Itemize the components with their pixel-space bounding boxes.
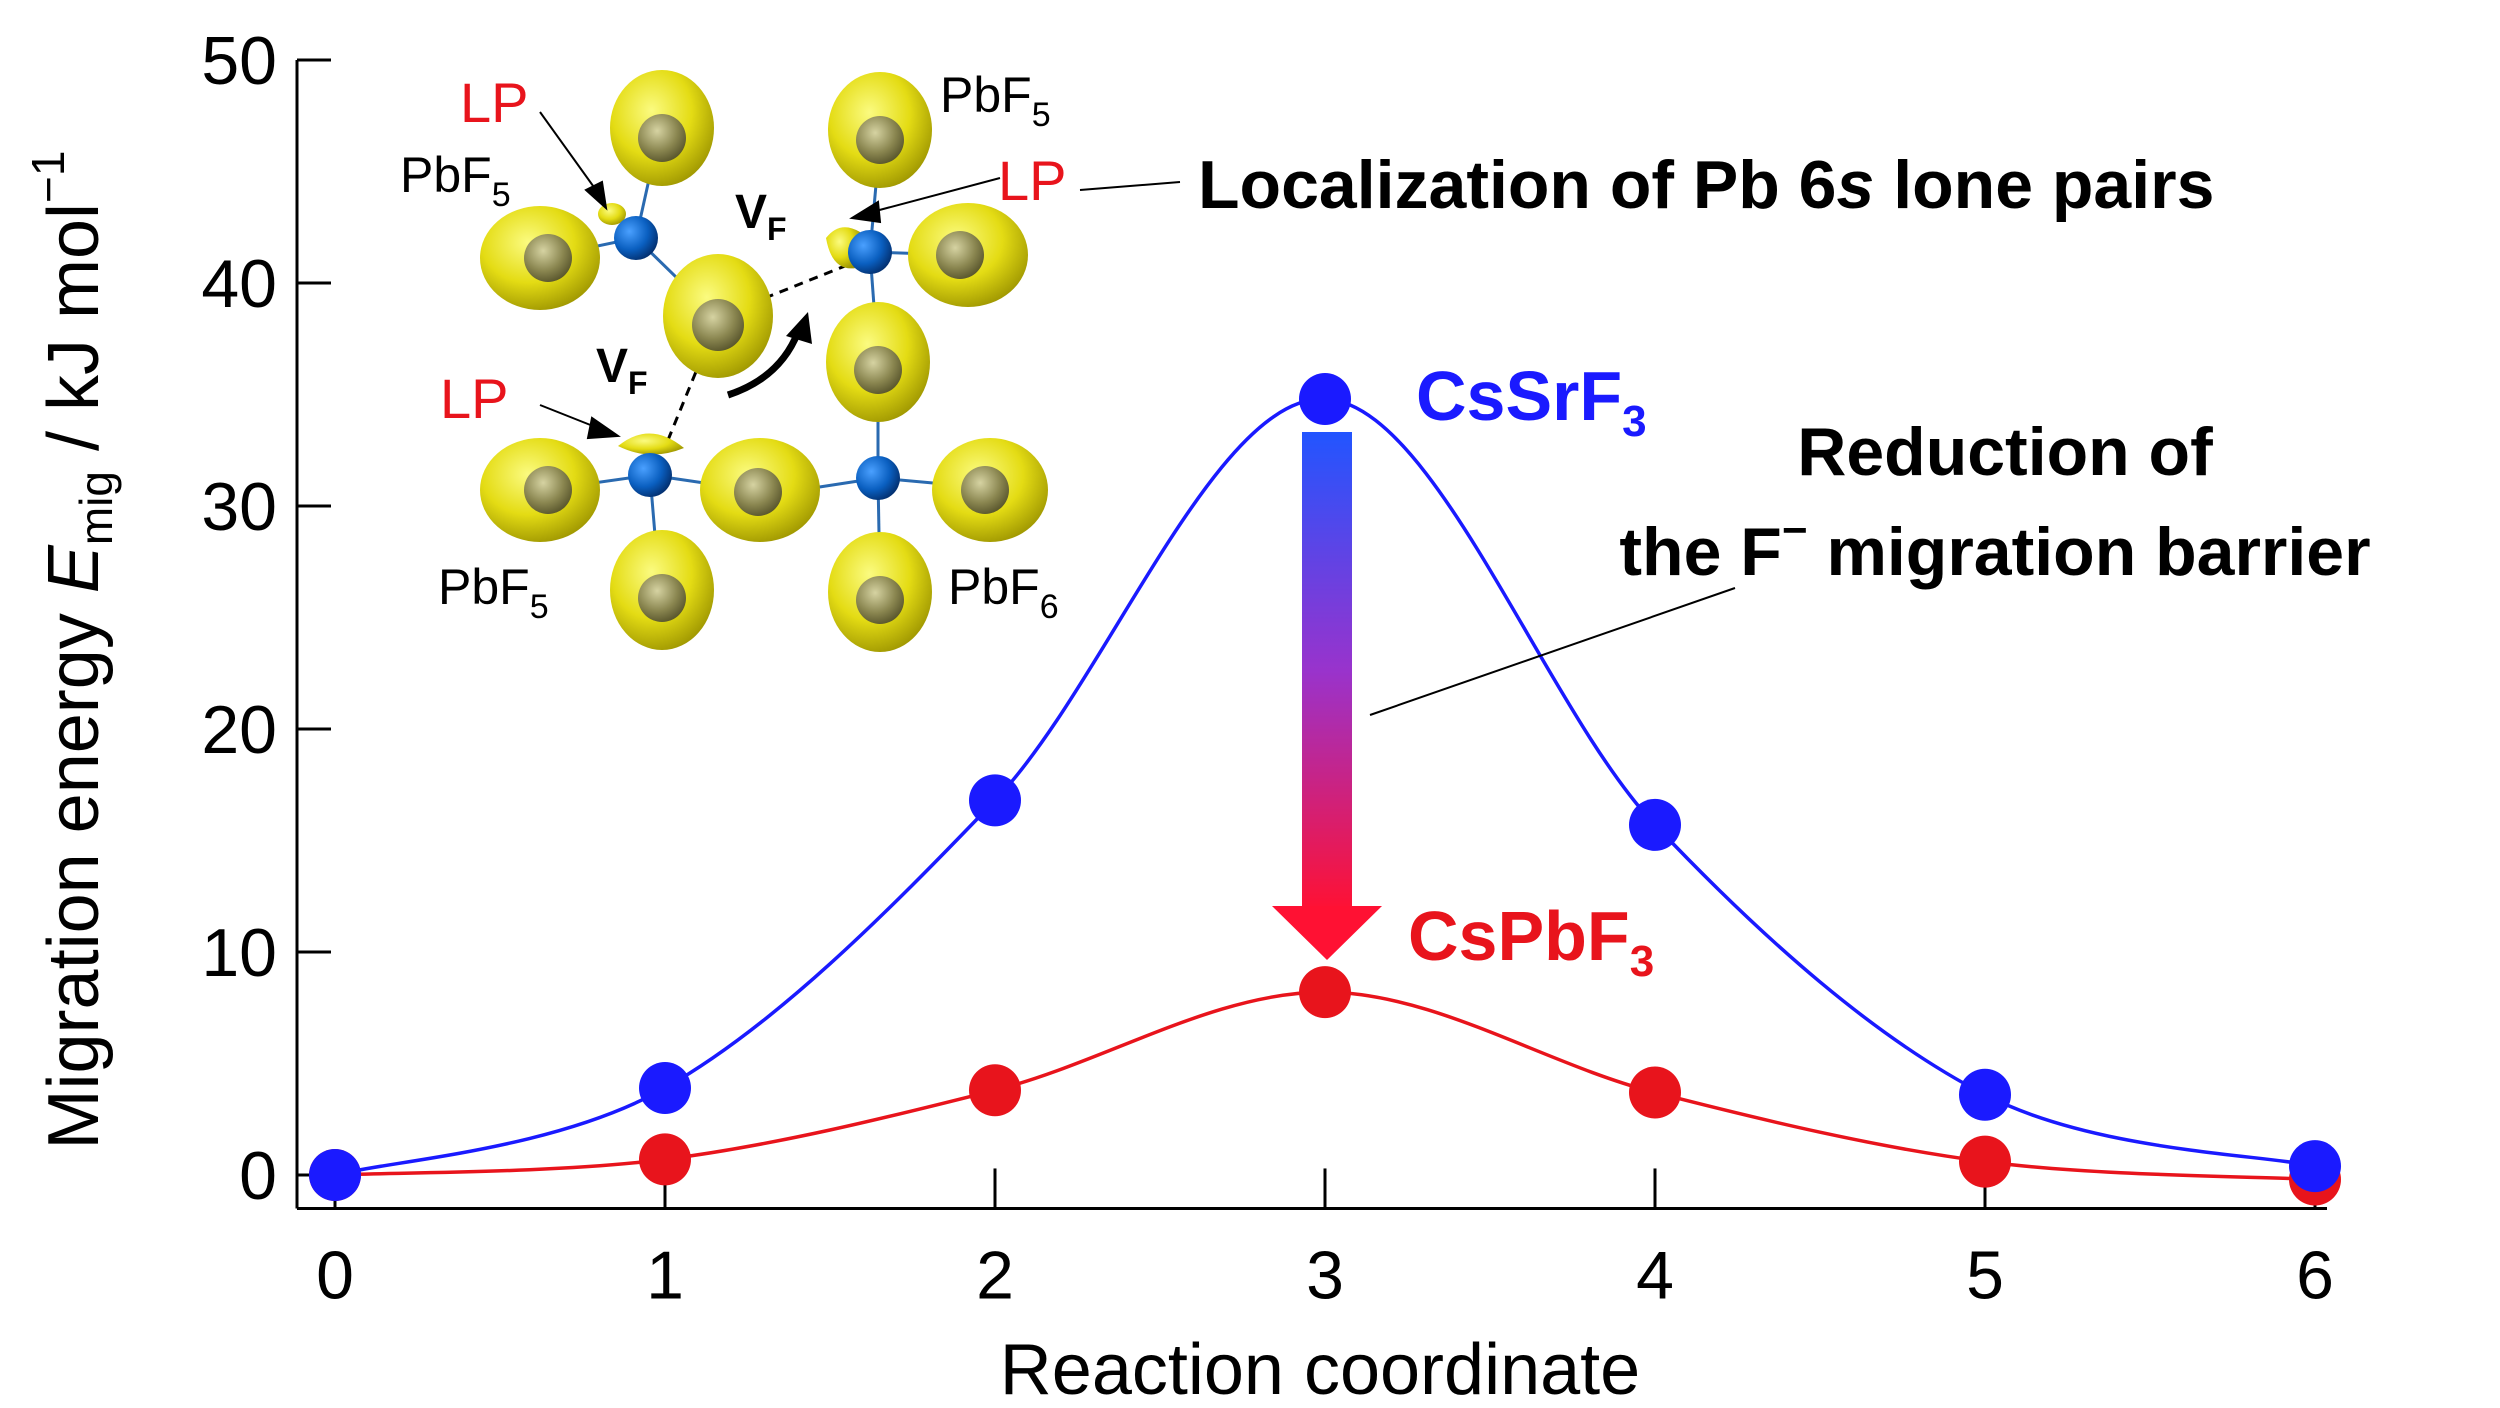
x-tick-label: 1	[646, 1237, 684, 1313]
x-tick-label: 2	[976, 1237, 1014, 1313]
axes: 0 10 20 30 40 50 0 1 2 3 4 5 6	[201, 23, 2334, 1313]
series-layer	[309, 372, 2341, 1206]
data-point-cspbf3-3	[1299, 966, 1351, 1019]
y-tick-label: 40	[201, 246, 277, 322]
vf-label-bottom: VF	[596, 340, 648, 401]
data-point-cspbf3-5	[1959, 1135, 2011, 1188]
lone-pair-lobes	[598, 203, 860, 455]
data-point-cssrf3-2	[969, 774, 1021, 827]
vf-label-top: VF	[735, 186, 787, 247]
y-tick-label: 30	[201, 469, 277, 545]
pbf6-label-bottomright: PbF6	[948, 559, 1059, 626]
y-tick-label: 10	[201, 915, 277, 991]
data-point-cspbf3-2	[969, 1064, 1021, 1117]
barrier-annotation-line2: the F− migration barrier	[1619, 506, 2370, 590]
data-point-cspbf3-4	[1629, 1066, 1681, 1119]
lp-label-right: LP	[998, 149, 1067, 212]
series-label-cspbf3: CsPbF3	[1408, 897, 1654, 986]
f-atoms	[524, 114, 1009, 624]
data-point-cssrf3-3	[1299, 372, 1351, 425]
localization-leader-line	[1079, 181, 1181, 191]
barrier-arrow	[1272, 432, 1382, 960]
barrier-leader-line	[1369, 587, 1736, 716]
data-point-cssrf3-6	[2289, 1140, 2341, 1193]
y-tick-label: 0	[239, 1138, 277, 1214]
series-line-cspbf3	[334, 990, 2316, 1182]
pbf5-label-topright: PbF5	[940, 67, 1051, 134]
localization-annotation: Localization of Pb 6s lone pairs	[1198, 147, 2214, 223]
x-axis-title: Reaction coordinate	[1000, 1330, 1640, 1408]
data-point-cspbf3-1	[639, 1133, 691, 1186]
series-label-cssrf3: CsSrF3	[1416, 357, 1647, 446]
data-point-cssrf3-5	[1959, 1068, 2011, 1121]
data-point-cssrf3-1	[639, 1062, 691, 1115]
data-point-cssrf3-4	[1629, 798, 1681, 851]
lp-label-bottom: LP	[440, 367, 509, 430]
x-tick-label: 3	[1306, 1237, 1344, 1313]
pbf5-label-bottomleft: PbF5	[438, 559, 549, 626]
pb-atoms	[614, 216, 900, 500]
pbf5-label-topleft: PbF5	[400, 147, 511, 214]
x-tick-label: 5	[1966, 1237, 2004, 1313]
inset-structure: LP LP LP VF VF PbF5 PbF5 PbF5 PbF6	[400, 67, 1067, 652]
x-tick-label: 4	[1636, 1237, 1674, 1313]
y-axis-title: Migration energy Emig / kJ mol−1	[22, 151, 122, 1150]
barrier-annotation-line1: Reduction of	[1797, 414, 2213, 490]
x-tick-label: 0	[316, 1237, 354, 1313]
data-point-cssrf3-0	[309, 1149, 361, 1201]
y-tick-label: 20	[201, 692, 277, 768]
x-tick-label: 6	[2296, 1237, 2334, 1313]
lp-label-top: LP	[460, 71, 529, 134]
y-tick-label: 50	[201, 23, 277, 99]
